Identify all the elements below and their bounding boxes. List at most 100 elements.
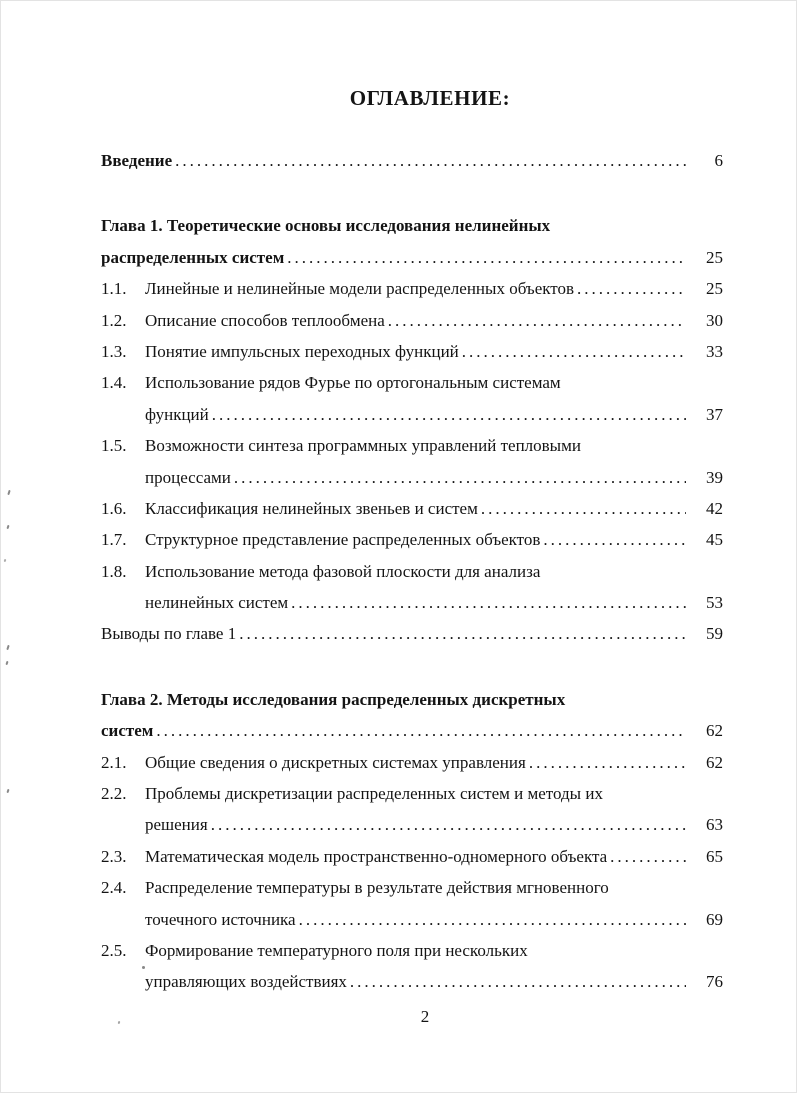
entry-title: Возможности синтеза программных управлен… (145, 436, 581, 456)
entry-number: 2.2. (101, 784, 127, 804)
footer-page-number: 2 (420, 1007, 430, 1026)
toc-row: распределенных систем 25 (101, 242, 723, 273)
entry-number: 1.3. (101, 341, 127, 361)
entry-title: Классификация нелинейных звеньев и систе… (145, 498, 478, 518)
dot-leader (239, 618, 686, 649)
scan-speck (6, 644, 10, 651)
toc-row: управляющих воздействиях 76 (101, 966, 723, 997)
entry-title: точечного источника (145, 909, 296, 929)
entry-title: Математическая модель пространственно-од… (145, 846, 608, 866)
entry-number: 2.4. (101, 878, 127, 898)
dot-leader (299, 904, 686, 935)
entry-number: 1.4. (101, 373, 127, 393)
dot-leader (234, 462, 686, 493)
dot-leader (462, 336, 686, 367)
dot-leader (610, 841, 686, 872)
entry-title: Выводы по главе 1 (101, 624, 237, 644)
toc-row: нелинейных систем 53 (101, 587, 723, 618)
toc-row: 1.1. Линейные и нелинейные модели распред… (101, 273, 723, 304)
toc-row: Введение 6 (101, 145, 723, 176)
scan-speck (7, 489, 11, 496)
entry-number: 1.5. (101, 436, 127, 456)
entry-page-number: 33 (706, 341, 723, 361)
toc-row: Глава 1. Теоретические основы исследован… (101, 210, 723, 241)
entry-page-number: 69 (706, 909, 723, 929)
toc-row: 1.4. Использование рядов Фурье по ортогон… (101, 367, 723, 398)
entry-number: 2.5. (101, 940, 127, 960)
dot-leader (529, 747, 686, 778)
entry-page-number: 65 (706, 846, 723, 866)
entry-number: 2.1. (101, 752, 127, 772)
entry-number: 1.1. (101, 279, 127, 299)
scan-speck (3, 558, 7, 563)
entry-page-number: 62 (706, 721, 723, 741)
entry-title: Распределение температуры в результате д… (145, 878, 609, 898)
toc-row: Глава 2. Методы исследования распределен… (101, 684, 723, 715)
entry-title: Описание способов теплообмена (145, 310, 385, 330)
entry-number: 1.6. (101, 498, 127, 518)
toc-row: 2.2. Проблемы дискретизации распределенны… (101, 778, 723, 809)
entry-page-number: 25 (706, 279, 723, 299)
entry-title: решения (145, 815, 208, 835)
entry-title: нелинейных систем (145, 593, 289, 613)
entry-page-number: 25 (706, 247, 723, 267)
dot-leader (287, 242, 686, 273)
entry-page-number: 53 (706, 593, 723, 613)
toc-row: систем 62 (101, 715, 723, 746)
entry-title: функций (145, 404, 209, 424)
entry-page-number: 76 (706, 972, 723, 992)
toc-row: решения 63 (101, 809, 723, 840)
toc-row: точечного источника 69 (101, 904, 723, 935)
entry-title: Общие сведения о дискретных системах упр… (145, 752, 526, 772)
entry-title: Понятие импульсных переходных функций (145, 341, 459, 361)
dot-leader (175, 145, 686, 176)
entry-page-number: 63 (706, 815, 723, 835)
entry-title: Глава 1. Теоретические основы исследован… (101, 216, 551, 236)
dot-leader (481, 493, 686, 524)
entry-page-number: 30 (706, 310, 723, 330)
toc-row: 1.6. Классификация нелинейных звеньев и с… (101, 493, 723, 524)
entry-title: Введение (101, 151, 173, 170)
entry-page-number: 42 (706, 498, 723, 518)
scan-speck (6, 524, 10, 530)
toc-row: 2.4. Распределение температуры в результа… (101, 872, 723, 903)
dot-leader (388, 305, 686, 336)
entry-page-number: 45 (706, 530, 723, 550)
toc-row: 1.5. Возможности синтеза программных упра… (101, 430, 723, 461)
entry-page-number: 37 (706, 404, 723, 424)
dot-leader (350, 966, 686, 997)
entry-title: Использование метода фазовой плоскости д… (145, 561, 541, 581)
entry-page-number: 62 (706, 752, 723, 772)
entry-number: 1.7. (101, 530, 127, 550)
scan-speck (6, 788, 10, 794)
entry-title: Формирование температурного поля при нес… (145, 940, 528, 960)
toc-row: функций 37 (101, 399, 723, 430)
dot-leader (212, 399, 686, 430)
entry-number: 1.2. (101, 310, 127, 330)
toc-row: 1.2. Описание способов теплообмена 30 (101, 305, 723, 336)
scan-speck (5, 660, 9, 666)
toc-row: 2.3. Математическая модель пространственн… (101, 841, 723, 872)
page-title: ОГЛАВЛЕНИЕ: (349, 86, 511, 110)
toc-row: 2.1. Общие сведения о дискретных системах… (101, 747, 723, 778)
entry-title: управляющих воздействиях (145, 972, 347, 992)
dot-leader (543, 524, 686, 555)
dot-leader (291, 587, 686, 618)
dot-leader (156, 715, 686, 746)
entry-number: 1.8. (101, 561, 127, 581)
entry-title: Структурное представление распределенных… (145, 530, 541, 550)
entry-title: систем (101, 721, 154, 741)
toc-row: 2.5. Формирование температурного поля при… (101, 935, 723, 966)
entry-page-number: 59 (706, 624, 723, 644)
entry-title: Использование рядов Фурье по ортогональн… (145, 373, 561, 393)
entry-number: 2.3. (101, 846, 127, 866)
toc-row: 1.8. Использование метода фазовой плоскос… (101, 556, 723, 587)
entry-page-number: 6 (714, 151, 724, 170)
entry-title: Линейные и нелинейные модели распределен… (145, 279, 575, 299)
entry-title: процессами (145, 467, 231, 487)
toc-row: Выводы по главе 1 59 (101, 618, 723, 649)
toc-row: процессами 39 (101, 462, 723, 493)
table-of-contents: Введение 6 Глава 1. Теоретические основы и… (101, 145, 723, 998)
toc-row: 1.3. Понятие импульсных переходных функци… (101, 336, 723, 367)
